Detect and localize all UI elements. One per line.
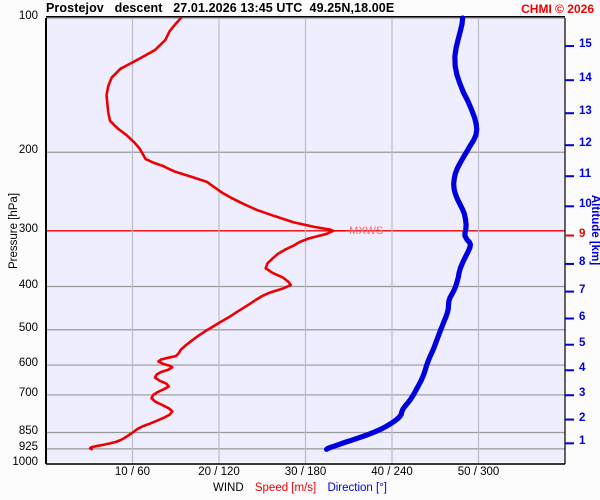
pressure-tick-100: 100	[18, 10, 38, 22]
altitude-tick-7: 7	[579, 283, 586, 296]
gridlines	[45, 17, 574, 465]
legend-speed: Speed [m/s]	[254, 482, 317, 494]
copyright-notice: CHMI © 2026	[521, 2, 594, 16]
altitude-tick-8: 8	[579, 255, 586, 268]
pressure-tick-500: 500	[18, 321, 38, 334]
mxws-annotation-label: MXWS	[349, 224, 384, 237]
pressure-axis-title-host: Pressure [hPa]	[0, 0, 20, 462]
altitude-axis-labels: 1 2 3 4 5 6 7 8 9 10 11 12 13 14 15	[565, 0, 600, 500]
altitude-tick-9: 9	[579, 227, 586, 240]
wind-tick-40: 40 / 240	[371, 466, 413, 478]
pressure-tick-1000: 1000	[12, 456, 38, 468]
speed-curve	[88, 16, 335, 451]
pressure-tick-850: 850	[18, 424, 38, 437]
pressure-tick-925: 925	[18, 440, 38, 453]
altitude-tick-13: 13	[579, 105, 592, 118]
direction-curve	[323, 15, 480, 452]
data-curves	[88, 15, 480, 452]
altitude-tick-14: 14	[579, 72, 592, 85]
altitude-tick-12: 12	[579, 137, 592, 150]
chart-legend: WIND Speed [m/s] Direction [°]	[0, 482, 600, 494]
altitude-tick-5: 5	[579, 336, 586, 349]
pressure-tick-200: 200	[18, 144, 38, 157]
altitude-tick-1: 1	[579, 435, 586, 448]
wind-tick-30: 30 / 180	[284, 466, 327, 478]
pressure-tick-600: 600	[18, 357, 38, 370]
altitude-tick-11: 11	[579, 168, 592, 181]
altitude-tick-10: 10	[579, 198, 592, 211]
pressure-tick-400: 400	[18, 278, 38, 291]
wind-tick-10: 10 / 60	[114, 466, 151, 478]
pressure-tick-300: 300	[18, 222, 38, 235]
wind-tick-50: 50 / 300	[457, 466, 500, 478]
altitude-tick-6: 6	[579, 310, 586, 323]
pressure-tick-700: 700	[18, 386, 38, 399]
legend-wind: WIND	[212, 482, 244, 494]
pressure-axis-title: Pressure [hPa]	[8, 192, 20, 270]
wind-tick-20: 20 / 120	[198, 466, 240, 478]
altitude-axis-title: Altitude [km]	[589, 194, 600, 266]
altitude-tick-2: 2	[579, 411, 586, 424]
plot-area: MXWS	[45, 15, 574, 465]
altitude-tick-4: 4	[579, 362, 586, 375]
altitude-tick-3: 3	[579, 387, 586, 400]
altitude-tick-15: 15	[579, 38, 592, 51]
chart-title: Prostejov descent 27.01.2026 13:45 UTC 4…	[46, 1, 395, 15]
pressure-axis-labels: 100 200 300 400 500 600 700 850 925 1000	[0, 0, 46, 500]
legend-direction: Direction [°]	[327, 482, 387, 494]
altitude-axis-title-host: Altitude [km]	[588, 80, 600, 380]
